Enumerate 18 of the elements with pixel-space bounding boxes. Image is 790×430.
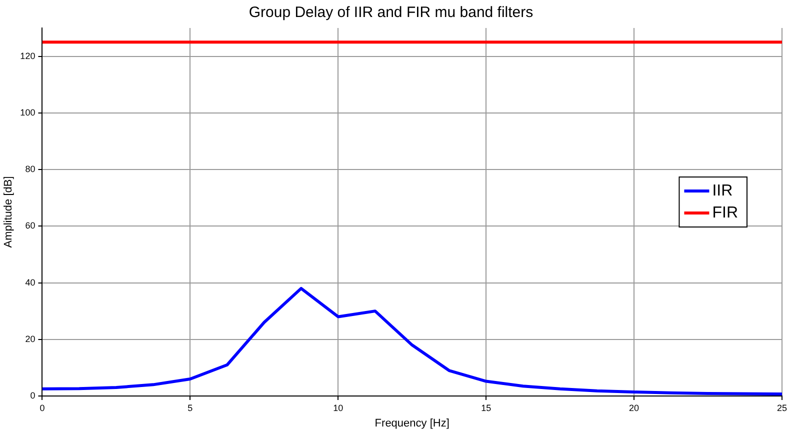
x-tick-label: 25	[776, 402, 787, 413]
y-tick-label: 0	[30, 390, 36, 400]
y-tick-label: 60	[25, 220, 36, 231]
y-tick-label: 40	[25, 277, 36, 288]
y-tick-label: 20	[25, 334, 36, 344]
x-tick-label: 20	[629, 402, 640, 413]
x-tick-label: 5	[188, 402, 193, 413]
y-tick-label: 100	[20, 107, 36, 118]
chart-title: Group Delay of IIR and FIR mu band filters	[248, 4, 534, 22]
x-tick-label: 10	[333, 402, 344, 413]
y-tick-label: 80	[25, 164, 36, 174]
y-tick-label: 120	[20, 50, 36, 61]
y-axis-title: Amplitude [dB]	[2, 176, 15, 248]
legend-label: IIR	[712, 182, 733, 200]
x-tick-label: 15	[481, 402, 492, 413]
x-tick-label: 0	[40, 402, 45, 413]
x-axis-title: Frequency [Hz]	[374, 417, 450, 430]
legend-label: FIR	[712, 204, 738, 222]
